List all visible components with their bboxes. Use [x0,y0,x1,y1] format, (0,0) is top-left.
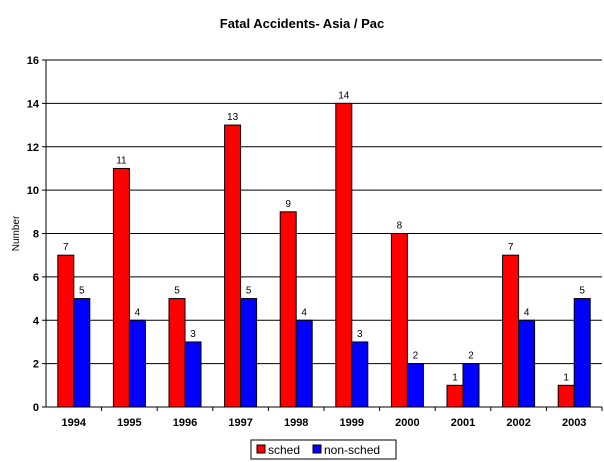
data-label-sched-1995: 11 [116,155,127,166]
bar-sched-1996 [168,298,186,408]
data-label-non-sched-1996: 3 [190,329,196,340]
bar-non-sched-2001 [462,363,480,408]
bar-sched-1995 [112,167,130,408]
data-label-non-sched-1995: 4 [135,307,141,318]
y-tick-label: 0 [33,402,39,414]
data-label-sched-2000: 8 [397,221,403,232]
bar-sched-1994 [57,254,75,408]
bar-non-sched-1994 [73,298,91,408]
x-tick-label: 2003 [562,417,586,429]
bar-non-sched-1998 [295,319,313,408]
data-label-non-sched-2003: 5 [579,286,585,297]
x-tick-label: 2002 [506,417,530,429]
y-axis-title: Number [11,215,22,251]
data-label-non-sched-2002: 4 [524,307,530,318]
data-label-sched-1996: 5 [174,286,180,297]
legend-label-non-sched: non-sched [324,443,380,457]
y-tick-label: 12 [27,142,39,154]
data-label-non-sched-2001: 2 [468,351,474,362]
data-label-sched-1999: 14 [338,90,350,101]
y-tick-label: 8 [33,229,39,241]
data-label-sched-2002: 7 [508,242,514,253]
labels: 0246810121416751994114199553199613519979… [27,55,587,429]
bar-sched-1997 [224,124,242,408]
data-label-non-sched-1997: 5 [246,286,252,297]
bar-non-sched-1997 [240,298,258,408]
bar-non-sched-1995 [128,319,146,408]
data-label-sched-2003: 1 [563,372,569,383]
bar-non-sched-1999 [351,341,369,408]
bar-non-sched-2003 [573,298,591,408]
data-label-non-sched-1999: 3 [357,329,363,340]
x-tick-label: 2000 [395,417,419,429]
bar-sched-1998 [279,211,297,408]
y-tick-label: 4 [33,315,40,327]
y-tick-label: 10 [27,185,39,197]
x-tick-label: 1997 [228,417,252,429]
y-tick-label: 2 [33,359,39,371]
data-label-non-sched-1998: 4 [301,307,307,318]
x-tick-label: 1999 [340,417,364,429]
y-tick-label: 16 [27,55,39,67]
x-tick-label: 2001 [451,417,475,429]
legend-swatch-non-sched [312,444,322,454]
data-label-sched-1997: 13 [227,112,239,123]
legend: sched non-sched [250,439,397,460]
x-tick-label: 1996 [173,417,197,429]
bar-non-sched-1996 [184,341,202,408]
x-tick-label: 1998 [284,417,308,429]
data-label-sched-2001: 1 [452,372,458,383]
y-tick-label: 14 [27,98,40,110]
x-tick-label: 1994 [62,417,87,429]
x-tick-label: 1995 [117,417,141,429]
data-label-sched-1994: 7 [63,242,69,253]
bar-non-sched-2000 [406,363,424,408]
legend-label-sched: sched [268,443,300,457]
axes [42,59,603,411]
bar-non-sched-2002 [518,319,536,408]
bar-sched-1999 [335,102,353,408]
data-label-non-sched-2000: 2 [413,351,419,362]
chart-title: Fatal Accidents- Asia / Pac [220,16,385,31]
legend-swatch-sched [256,444,266,454]
bar-sched-2003 [557,384,575,408]
legend-box [250,439,397,460]
bar-sched-2000 [390,233,408,408]
bar-sched-2002 [502,254,520,408]
data-label-sched-1998: 9 [285,199,291,210]
data-label-non-sched-1994: 5 [79,286,85,297]
y-tick-label: 6 [33,272,39,284]
bar-sched-2001 [446,384,464,408]
